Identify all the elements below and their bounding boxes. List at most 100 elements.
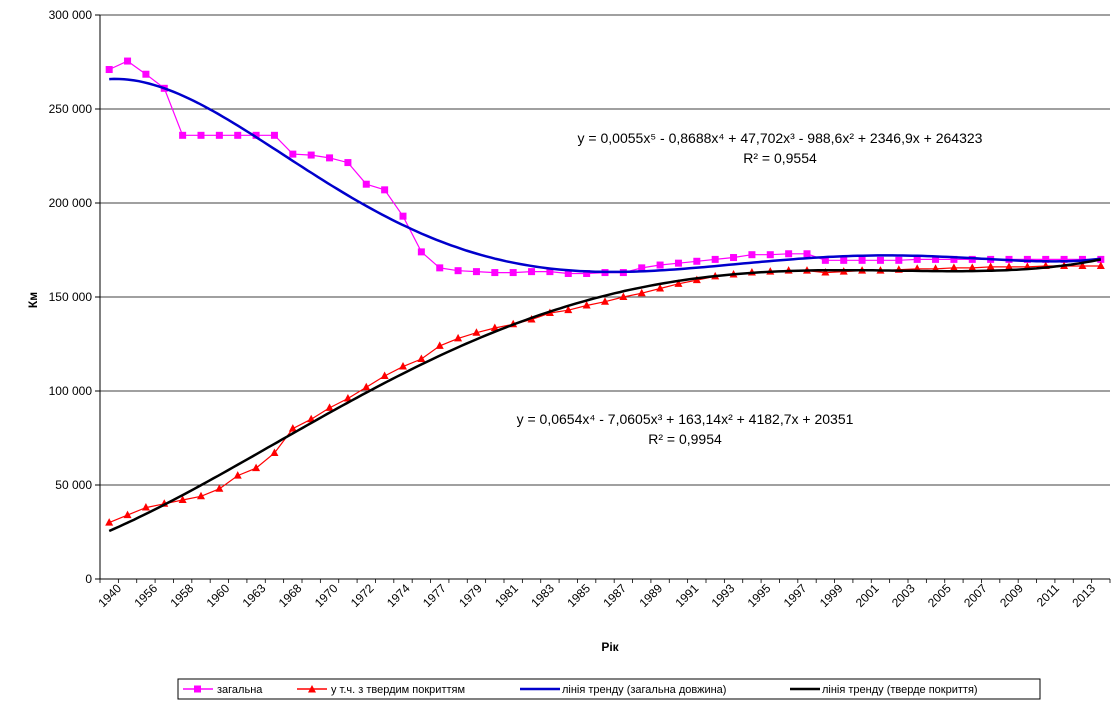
point-paved <box>270 448 279 457</box>
point-total <box>509 269 517 277</box>
point-total <box>215 131 223 139</box>
point-total <box>803 250 811 258</box>
point-total <box>785 250 793 258</box>
grid-lines <box>100 14 1110 486</box>
point-paved <box>307 414 316 423</box>
x-tick-label: 1958 <box>168 581 197 610</box>
point-paved <box>380 371 389 379</box>
x-tick-label: 1968 <box>276 581 305 610</box>
x-tick-label: 1999 <box>817 581 846 610</box>
point-total <box>326 154 334 162</box>
point-total <box>1023 255 1031 263</box>
x-tick-label: 1989 <box>636 581 665 610</box>
point-total <box>289 150 297 158</box>
point-total <box>399 212 407 220</box>
point-paved <box>582 300 591 309</box>
y-tick-label: 50 000 <box>55 478 92 492</box>
y-tick-label: 200 000 <box>49 196 93 210</box>
x-tick-label: 1974 <box>384 581 413 610</box>
x-tick-label: 2013 <box>1069 581 1098 610</box>
x-tick-label: 1987 <box>600 581 629 610</box>
x-tick-label: 1956 <box>131 581 160 610</box>
point-paved <box>288 424 297 432</box>
point-total <box>528 268 536 276</box>
x-tick-label: 1991 <box>673 581 702 610</box>
point-total <box>234 131 242 139</box>
point-total <box>270 131 278 139</box>
y-tick-label: 150 000 <box>49 290 93 304</box>
point-paved <box>215 484 224 492</box>
x-tick-label: 1993 <box>709 581 738 610</box>
point-paved <box>1005 262 1013 270</box>
point-total <box>1042 255 1050 263</box>
point-paved <box>949 263 958 271</box>
point-total <box>472 268 480 276</box>
x-tick-label: 2003 <box>889 581 918 610</box>
point-paved <box>105 518 114 526</box>
point-total <box>693 257 701 265</box>
point-paved <box>399 362 407 370</box>
point-paved <box>656 284 665 292</box>
trend-r2-total: R² = 0,9554 <box>743 150 817 166</box>
legend-label-paved: у т.ч. з твердим покриттям <box>331 684 465 696</box>
point-total <box>840 256 848 264</box>
x-tick-label: 1977 <box>420 581 449 610</box>
trendline-total <box>109 77 1101 274</box>
point-paved <box>141 503 150 511</box>
point-paved <box>1078 261 1087 269</box>
point-paved <box>233 471 242 479</box>
x-tick-label: 1960 <box>204 581 233 610</box>
point-paved <box>986 262 995 270</box>
x-tick-label: 1970 <box>312 581 341 610</box>
point-total <box>179 131 187 139</box>
point-total <box>950 255 958 263</box>
point-total <box>252 131 260 139</box>
x-tick-label: 1985 <box>564 581 593 610</box>
point-paved <box>619 292 628 300</box>
point-paved <box>123 510 132 519</box>
y-axis-title: Км <box>26 292 40 308</box>
point-total <box>656 261 664 269</box>
x-tick-label: 1981 <box>492 581 521 610</box>
legend-label-total: загальна <box>217 684 263 696</box>
point-total <box>344 159 352 167</box>
trend-equation-paved: y = 0,0654x⁴ - 7,0605x³ + 163,14x² + 418… <box>517 411 854 427</box>
x-tick-label: 1963 <box>240 581 269 610</box>
x-tick-labels: 1940 1956 1958 1960 1963 1968 1970 1972 1974 1977… <box>95 579 1111 610</box>
point-total <box>546 268 554 276</box>
point-total <box>454 267 462 275</box>
point-paved <box>601 297 609 305</box>
x-tick-label: 1983 <box>528 581 557 610</box>
point-paved <box>564 305 573 314</box>
point-total <box>583 270 591 277</box>
point-paved <box>674 279 683 287</box>
point-total <box>436 264 444 272</box>
point-paved <box>821 268 830 276</box>
x-tick-label: 2011 <box>1034 581 1062 609</box>
point-total <box>748 251 756 259</box>
point-total <box>124 57 132 65</box>
y-tick-label: 100 000 <box>49 384 93 398</box>
point-total <box>638 264 646 272</box>
x-tick-label: 1997 <box>781 581 810 610</box>
point-total <box>876 256 884 264</box>
legend: загальна у т.ч. з твердим покриттям ліні… <box>177 678 1041 700</box>
y-tick-label: 300 000 <box>49 8 93 22</box>
point-total <box>711 255 719 263</box>
point-total <box>381 186 389 194</box>
x-tick-label: 2007 <box>961 581 990 610</box>
y-tick-labels: 0 50 000 100 000 150 000 200 000 250 000 300 0… <box>49 8 100 586</box>
point-paved <box>490 323 499 332</box>
x-axis-title: Рік <box>601 640 619 654</box>
point-total <box>895 256 903 264</box>
point-paved <box>362 382 371 391</box>
point-paved <box>454 333 463 342</box>
x-tick-label: 2005 <box>925 581 954 610</box>
point-paved <box>968 263 977 271</box>
point-total <box>362 180 370 188</box>
legend-marker-paved <box>308 685 316 693</box>
x-tick-label: 2001 <box>853 581 882 610</box>
point-total <box>730 254 738 262</box>
legend-marker-total <box>194 685 201 693</box>
